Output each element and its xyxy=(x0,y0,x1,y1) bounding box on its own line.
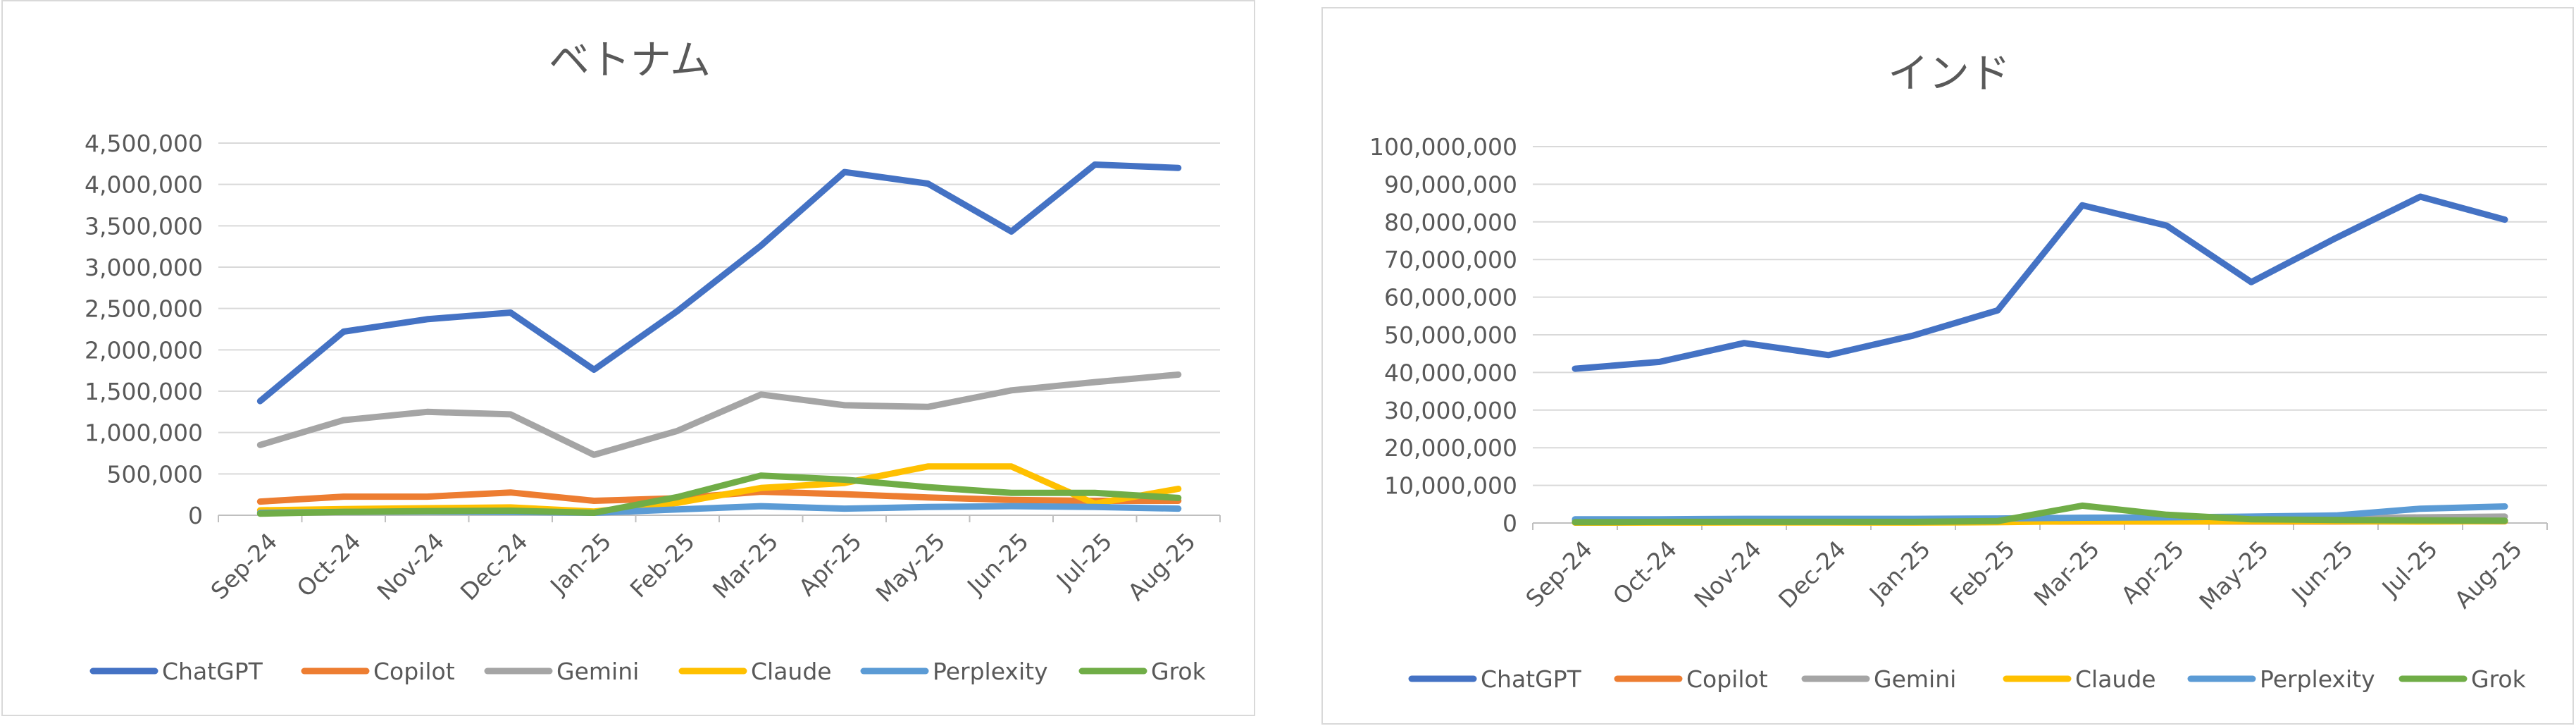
vn-x-tick-label: May-25 xyxy=(871,527,951,608)
in-x-tick-label: Aug-25 xyxy=(2449,535,2527,613)
vn-x-tick-label: Aug-25 xyxy=(1122,527,1200,605)
in-y-tick-label: 100,000,000 xyxy=(1369,133,1517,161)
chart-india: インド 0 10,000,000 20,000,000 30,000,000 40,000… xyxy=(1321,7,2574,725)
vn-series-line-grok xyxy=(256,472,1182,517)
in-y-tick-label: 70,000,000 xyxy=(1384,246,1517,273)
in-y-tick-label: 10,000,000 xyxy=(1384,472,1517,500)
vn-x-tick-label: Jan-25 xyxy=(544,527,616,600)
in-legend-label-claude: Claude xyxy=(2075,665,2156,693)
in-x-tick-label: Dec-24 xyxy=(1773,535,1851,613)
vn-y-tick-label: 2,000,000 xyxy=(85,336,203,364)
vn-y-tick-label: 4,000,000 xyxy=(85,171,203,199)
vn-y-tick-label: 1,500,000 xyxy=(85,378,203,405)
vn-legend-label-grok: Grok xyxy=(1151,658,1207,685)
in-legend-label-chatgpt: ChatGPT xyxy=(1481,665,1582,693)
vn-x-tick-label: Apr-25 xyxy=(793,527,867,601)
vn-x-tick-label: Jul-25 xyxy=(1050,527,1117,594)
in-x-tick-label: Oct-24 xyxy=(1607,535,1682,610)
vn-y-tick-label: 2,500,000 xyxy=(85,295,203,323)
vn-x-tick-label: Nov-24 xyxy=(372,527,450,605)
vn-x-tick-label: Sep-24 xyxy=(206,527,283,605)
vn-y-tick-label: 3,000,000 xyxy=(85,254,203,281)
in-y-tick-label: 40,000,000 xyxy=(1384,359,1517,386)
in-chart-title: インド xyxy=(1888,49,2010,97)
in-x-tick-label: Nov-24 xyxy=(1688,535,1767,613)
chart-vietnam-svg: ベトナム 0 500,000 1,000,000 1,500,000 2,000,000 2… xyxy=(85,36,1221,685)
vn-x-tick-label: Oct-24 xyxy=(292,527,366,602)
vn-legend-label-chatgpt: ChatGPT xyxy=(162,658,263,685)
vn-y-tick-label: 1,000,000 xyxy=(85,419,203,447)
vn-x-tick-label: Dec-24 xyxy=(455,527,533,605)
vn-y-tick-label: 3,500,000 xyxy=(85,212,203,240)
vn-legend-label-gemini: Gemini xyxy=(556,658,639,685)
vn-x-tick-label: Jun-25 xyxy=(961,527,1034,601)
in-y-tick-label: 20,000,000 xyxy=(1384,434,1517,462)
in-series-line-grok xyxy=(1572,502,2508,526)
vn-x-tick-label: Feb-25 xyxy=(625,527,700,603)
vn-chart-title: ベトナム xyxy=(549,36,711,84)
in-x-tick-label: Apr-25 xyxy=(2115,535,2189,609)
in-x-tick-label: May-25 xyxy=(2194,535,2274,615)
in-series-line-chatgpt xyxy=(1572,193,2508,372)
in-y-tick-label: 0 xyxy=(1502,510,1517,537)
in-legend-label-grok: Grok xyxy=(2471,665,2527,693)
in-legend-label-copilot: Copilot xyxy=(1686,665,1768,693)
in-x-tick-label: Jun-25 xyxy=(2285,535,2358,608)
in-x-tick-label: Mar-25 xyxy=(2029,535,2105,611)
in-x-tick-label: Feb-25 xyxy=(1945,535,2020,610)
vn-series-line-gemini xyxy=(256,371,1182,458)
vn-legend-label-claude: Claude xyxy=(751,658,832,685)
in-y-tick-label: 90,000,000 xyxy=(1384,171,1517,198)
in-legend-label-gemini: Gemini xyxy=(1874,665,1956,693)
vn-y-tick-label: 0 xyxy=(188,502,203,529)
vn-series-line-chatgpt xyxy=(256,161,1182,405)
chart-india-svg: インド 0 10,000,000 20,000,000 30,000,000 40,000… xyxy=(1369,49,2548,693)
vn-y-tick-label: 500,000 xyxy=(107,460,203,488)
in-x-tick-label: Sep-24 xyxy=(1520,535,1598,613)
in-legend-label-perplexity: Perplexity xyxy=(2260,665,2375,693)
vn-x-tick-label: Mar-25 xyxy=(707,527,783,603)
in-x-tick-label: Jul-25 xyxy=(2376,535,2443,602)
vn-y-tick-label: 4,500,000 xyxy=(85,130,203,157)
in-x-tick-label: Jan-25 xyxy=(1863,535,1936,608)
vn-legend-label-perplexity: Perplexity xyxy=(933,658,1048,685)
in-y-tick-label: 50,000,000 xyxy=(1384,321,1517,349)
in-y-tick-label: 60,000,000 xyxy=(1384,284,1517,312)
chart-vietnam: ベトナム 0 500,000 1,000,000 1,500,000 2,000,000 2… xyxy=(1,0,1255,716)
in-y-tick-label: 30,000,000 xyxy=(1384,397,1517,424)
in-y-tick-label: 80,000,000 xyxy=(1384,209,1517,236)
vn-legend-label-copilot: Copilot xyxy=(373,658,455,685)
